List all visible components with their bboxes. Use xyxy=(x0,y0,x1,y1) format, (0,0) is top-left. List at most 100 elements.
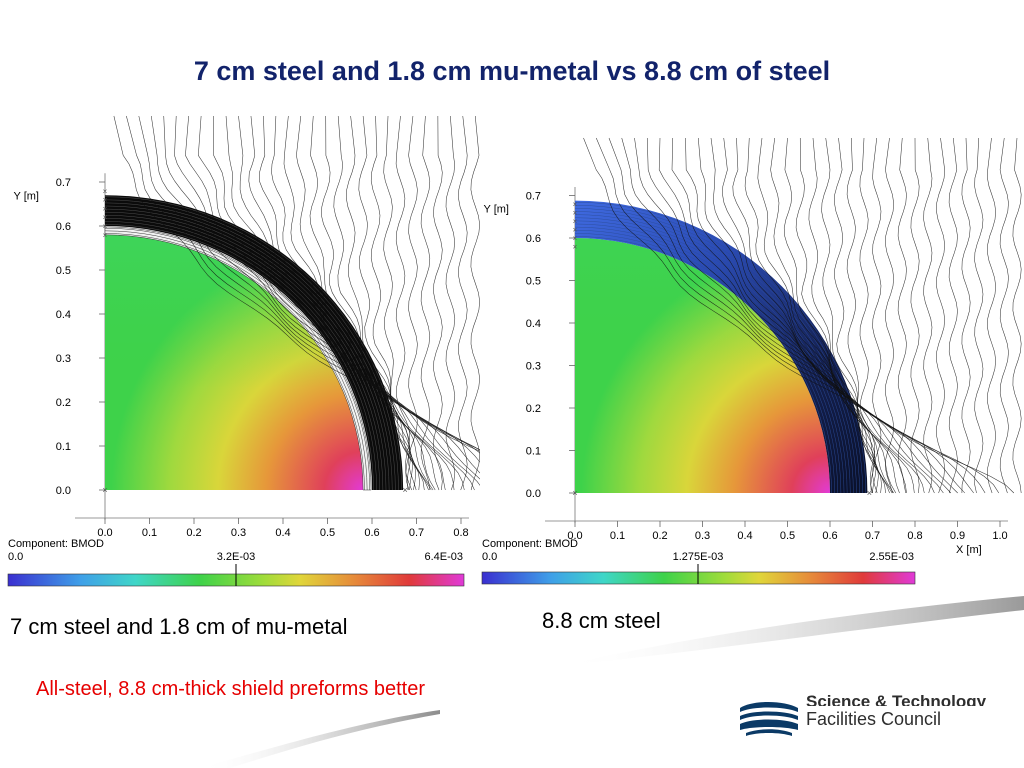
field-line xyxy=(757,137,894,494)
x-tick-label: 0.6 xyxy=(822,530,837,542)
decorative-swoosh xyxy=(200,596,1024,768)
field-line xyxy=(383,115,410,491)
field-line xyxy=(783,137,890,494)
shield-field-line xyxy=(104,227,371,491)
left-plot-caption: 7 cm steel and 1.8 cm of mu-metal xyxy=(10,614,348,639)
y-tick-label: 0.7 xyxy=(526,191,541,203)
field-line xyxy=(936,137,945,494)
field-line xyxy=(923,137,933,494)
y-tick-label: 0.6 xyxy=(526,233,541,245)
x-tick-label: 0.8 xyxy=(907,530,922,542)
boundary-marker: × xyxy=(103,213,108,222)
field-line xyxy=(198,115,480,486)
y-tick-label: 0.7 xyxy=(56,177,71,189)
x-tick-label: 0.5 xyxy=(780,530,795,542)
x-tick-label: 0.6 xyxy=(364,527,379,539)
boundary-marker: × xyxy=(573,234,578,243)
field-line xyxy=(872,137,882,494)
field-line xyxy=(333,115,420,491)
field-line xyxy=(808,137,882,494)
left-field-plot: 0.0 0.1 0.2 0.3 0.4 0.5 0.6 0.7 0.0 0.1 0.2 0.3 0.4 0… xyxy=(14,115,480,539)
colorbar-mid-label: 1.275E-03 xyxy=(673,551,724,563)
y-tick-label: 0.3 xyxy=(526,361,541,373)
y-tick-label: 0.4 xyxy=(526,318,541,330)
x-tick-label: 0.4 xyxy=(737,530,752,542)
field-line xyxy=(646,137,958,494)
field-line xyxy=(213,115,475,491)
shield-field-line xyxy=(574,220,848,494)
y-axis-label: Y [m] xyxy=(484,204,509,216)
stfc-logo: Science & Technology Facilities Council xyxy=(738,692,1018,744)
field-line xyxy=(163,115,480,463)
shield-field-line xyxy=(574,205,863,494)
y-tick-label: 0.3 xyxy=(56,353,71,365)
shield-field-line xyxy=(574,208,860,494)
field-line xyxy=(595,137,1000,494)
field-line xyxy=(634,137,966,494)
shield-field-line xyxy=(574,217,851,494)
conclusion-text: All-steel, 8.8 cm-thick shield preforms … xyxy=(36,678,426,700)
slide-title: 7 cm steel and 1.8 cm mu-metal vs 8.8 cm… xyxy=(193,56,831,86)
y-tick-label: 0.0 xyxy=(526,488,541,500)
shield-field-line xyxy=(574,223,845,494)
x-tick-label: 0.0 xyxy=(567,530,582,542)
field-line xyxy=(420,115,431,491)
shield-field-line xyxy=(104,202,396,491)
field-line xyxy=(685,137,935,494)
field-line xyxy=(621,137,974,494)
mu-metal-layer xyxy=(104,226,372,491)
boundary-marker: × xyxy=(103,222,108,231)
boundary-marker: × xyxy=(103,187,108,196)
boundary-marker: × xyxy=(573,226,578,235)
field-line xyxy=(408,115,418,491)
external-field-lines xyxy=(113,115,480,491)
field-line xyxy=(897,137,907,494)
colorbar-max-label: 6.4E-03 xyxy=(424,551,463,563)
right-plot-caption: 8.8 cm steel xyxy=(542,608,661,633)
colorbar-min-label: 0.0 xyxy=(482,551,497,563)
shield-field-line xyxy=(574,236,832,494)
field-line xyxy=(458,115,468,491)
field-line xyxy=(185,115,480,480)
steel-layer xyxy=(575,200,868,493)
field-line xyxy=(151,115,480,454)
field-line xyxy=(433,115,443,491)
y-tick-label: 0.5 xyxy=(526,276,541,288)
field-line xyxy=(370,115,411,491)
boundary-marker: × xyxy=(103,231,108,240)
shield-field-line xyxy=(104,211,387,491)
external-field-lines xyxy=(583,137,1022,494)
field-line xyxy=(710,137,915,494)
boundary-marker: × xyxy=(403,485,408,495)
field-line xyxy=(271,115,436,491)
shield-field-line xyxy=(104,218,381,491)
field-line xyxy=(126,115,480,451)
y-tick-label: 0.0 xyxy=(56,485,71,497)
x-tick-label: 0.0 xyxy=(97,527,112,539)
field-line xyxy=(795,137,886,494)
x-tick-label: 0.2 xyxy=(652,530,667,542)
field-line xyxy=(834,137,877,494)
colorbar-component-label: Component: BMOD xyxy=(8,538,104,550)
x-tick-label: 0.9 xyxy=(950,530,965,542)
y-tick-label: 0.5 xyxy=(56,265,71,277)
shield-field-line xyxy=(574,214,854,494)
boundary-marker: × xyxy=(867,488,872,498)
inner-region-shade xyxy=(575,238,830,493)
field-line xyxy=(283,115,434,491)
x-tick-label: 0.5 xyxy=(320,527,335,539)
shield-field-line xyxy=(104,233,365,491)
right-field-plot: 0.0 0.1 0.2 0.3 0.4 0.5 0.6 0.7 0.0 0.1 0.2 0.3 0.4 0… xyxy=(484,137,1022,556)
x-tick-label: 0.7 xyxy=(409,527,424,539)
x-tick-label: 1.0 xyxy=(992,530,1007,542)
logo-text-line2: Facilities Council xyxy=(806,709,942,729)
field-line xyxy=(309,115,429,491)
x-tick-label: 0.3 xyxy=(695,530,710,542)
inner-region-shade xyxy=(105,234,364,490)
field-line xyxy=(658,137,952,494)
x-tick-label: 0.7 xyxy=(865,530,880,542)
field-line xyxy=(961,137,971,494)
field-line xyxy=(113,115,480,452)
left-colorbar: Component: BMOD 0.0 3.2E-03 6.4E-03 xyxy=(7,538,465,587)
y-tick-label: 0.6 xyxy=(56,221,71,233)
